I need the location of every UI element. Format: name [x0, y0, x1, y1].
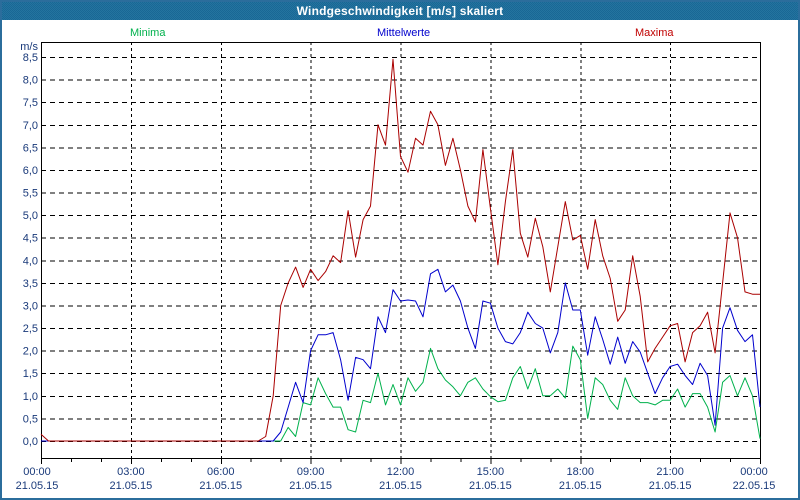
y-tick-label: 8,0 [23, 75, 38, 87]
x-tick-time-label: 15:00 [477, 466, 505, 478]
y-tick-label: 5,0 [23, 210, 38, 222]
series-maxima-line [40, 58, 760, 442]
legend-minima: Minima [130, 27, 166, 39]
x-tick-date-label: 21.05.15 [109, 480, 152, 492]
y-axis-labels: m/s8,5 8,0 7,5 7,0 6,5 6,0 5,5 5,0 4,5 4,0 3,5 3,0 2… [20, 41, 38, 448]
x-tick-date-label: 21.05.15 [199, 480, 242, 492]
x-tick-date-label: 21.05.15 [559, 480, 602, 492]
x-tick-time-label: 12:00 [387, 466, 415, 478]
x-tick-time-label: 00:00 [23, 466, 51, 478]
x-tick-date-label: 21.05.15 [289, 480, 332, 492]
y-tick-label: 3,0 [23, 300, 38, 312]
y-tick-label: 4,0 [23, 255, 38, 267]
y-tick-label: 7,5 [23, 97, 38, 109]
legend-mittelwerte: Mittelwerte [377, 27, 431, 39]
x-tick-date-label: 21.05.15 [16, 480, 59, 492]
x-tick-time-label: 09:00 [297, 466, 325, 478]
y-axis-unit-label: m/s [20, 41, 38, 53]
y-tick-label: 3,5 [23, 278, 38, 290]
y-tick-label: 2,0 [23, 346, 38, 358]
x-tick-date-label: 21.05.15 [379, 480, 422, 492]
y-tick-label: 7,0 [23, 120, 38, 132]
window-title: Windgeschwindigkeit [m/s] skaliert [296, 4, 504, 18]
y-tick-label: 4,5 [23, 233, 38, 245]
y-tick-label: 0,0 [23, 436, 38, 448]
x-tick-date-label: 21.05.15 [649, 480, 692, 492]
y-tick-label: 0,5 [23, 413, 38, 425]
x-axis-labels: 00:00 21.05.15 03:00 21.05.15 06:00 21.05.15 0… [16, 466, 776, 492]
y-tick-label: 8,5 [23, 52, 38, 64]
y-tick-label: 5,5 [23, 188, 38, 200]
y-tick-label: 6,0 [23, 165, 38, 177]
gridlines [41, 42, 760, 458]
y-tick-label: 1,0 [23, 391, 38, 403]
x-tick-date-label: 22.05.15 [733, 480, 776, 492]
y-tick-label: 2,5 [23, 323, 38, 335]
x-axis-ticks [41, 458, 761, 464]
x-tick-time-label: 21:00 [656, 466, 684, 478]
x-tick-time-label: 03:00 [117, 466, 145, 478]
x-tick-date-label: 21.05.15 [469, 480, 512, 492]
x-tick-time-label: 18:00 [566, 466, 594, 478]
x-tick-time-label: 00:00 [740, 466, 768, 478]
x-tick-time-label: 06:00 [207, 466, 235, 478]
window-title-bar: Windgeschwindigkeit [m/s] skaliert [2, 2, 798, 20]
legend-maxima: Maxima [635, 27, 674, 39]
y-tick-label: 1,5 [23, 368, 38, 380]
y-tick-label: 6,5 [23, 142, 38, 154]
